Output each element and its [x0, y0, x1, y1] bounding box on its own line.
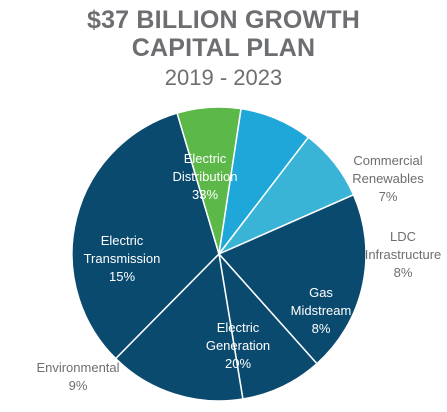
pie-slice — [217, 193, 367, 365]
slice-label: LDC Infrastructure 8% — [365, 229, 442, 280]
slice-label: Electric Distribution 33% — [172, 151, 237, 202]
chart-title-line-2: CAPITAL PLAN — [131, 34, 316, 62]
chart-subtitle: 2019 - 2023 — [164, 65, 283, 90]
slice-label: Electric Generation 20% — [206, 320, 270, 371]
slice-label: Commercial Renewables 7% — [352, 153, 424, 204]
slice-label: Gas Midstream 8% — [291, 285, 352, 336]
chart-title-line-1: $37 BILLION GROWTH — [86, 6, 361, 34]
pie-slice — [217, 251, 318, 400]
slice-label: Environmental 9% — [36, 360, 119, 393]
slice-label: Electric Transmission 15% — [84, 233, 161, 284]
pie-slice — [71, 112, 220, 360]
pie-slice — [114, 252, 244, 402]
